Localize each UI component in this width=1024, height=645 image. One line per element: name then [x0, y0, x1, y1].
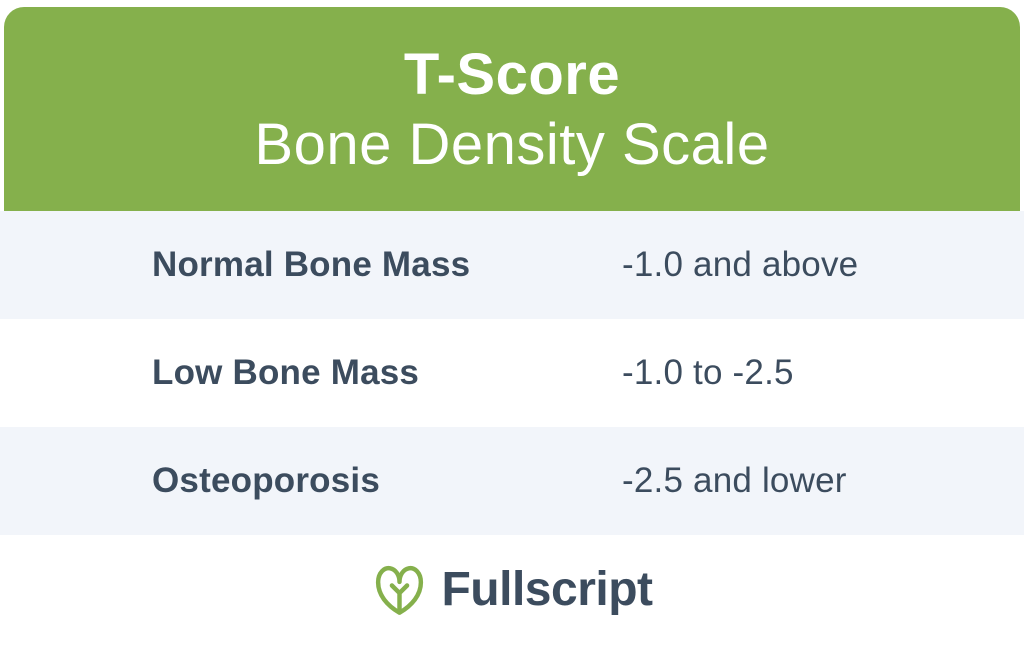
- table-row-low-bone-mass: Low Bone Mass -1.0 to -2.5: [0, 319, 1024, 427]
- table-row-normal-bone-mass: Normal Bone Mass -1.0 and above: [0, 211, 1024, 319]
- card-header: T-Score Bone Density Scale: [4, 7, 1020, 211]
- scale-table: Normal Bone Mass -1.0 and above Low Bone…: [0, 211, 1024, 535]
- row-value: -1.0 to -2.5: [622, 353, 794, 392]
- card-subtitle: Bone Density Scale: [254, 112, 770, 177]
- row-label: Normal Bone Mass: [152, 245, 471, 284]
- row-value: -2.5 and lower: [622, 461, 847, 500]
- card-footer: Fullscript: [0, 535, 1024, 644]
- row-label: Low Bone Mass: [152, 353, 420, 392]
- brand-name: Fullscript: [441, 563, 653, 616]
- fullscript-logo: Fullscript: [371, 561, 653, 618]
- row-label: Osteoporosis: [152, 461, 381, 500]
- row-value: -1.0 and above: [622, 245, 859, 284]
- card-title: T-Score: [403, 42, 621, 107]
- table-row-osteoporosis: Osteoporosis -2.5 and lower: [0, 427, 1024, 535]
- leaf-heart-icon: [376, 565, 424, 615]
